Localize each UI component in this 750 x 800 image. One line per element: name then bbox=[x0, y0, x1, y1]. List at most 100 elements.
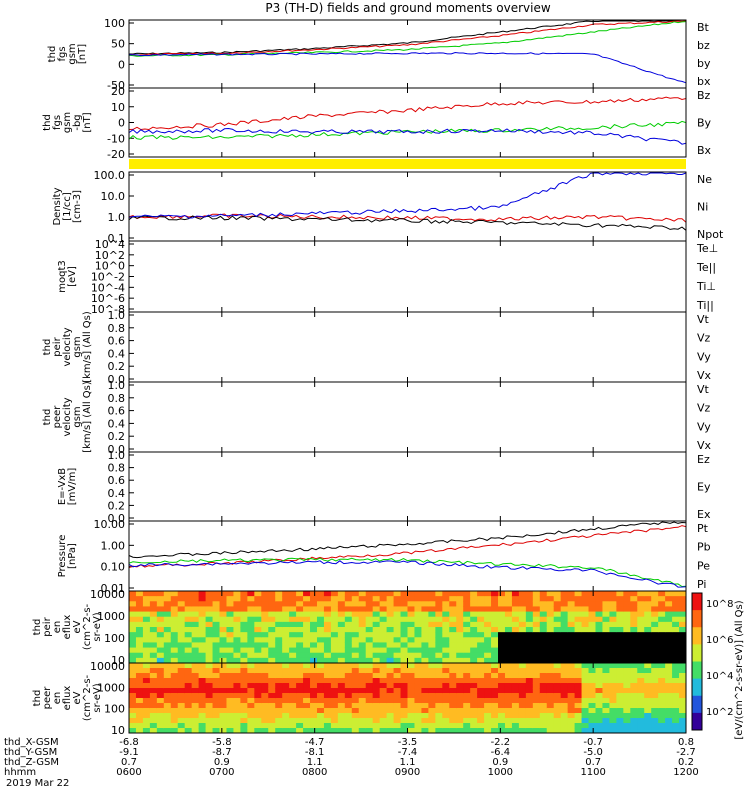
spectrogram-cell bbox=[679, 688, 687, 694]
ephem-value: -2.7 bbox=[676, 747, 696, 758]
spectrogram-cell bbox=[574, 616, 583, 623]
spectrogram-cell bbox=[484, 621, 492, 628]
y-tick-label: 0.2 bbox=[108, 360, 126, 373]
y-tick-label: 20 bbox=[111, 85, 125, 98]
panel-ylabel-line: en bbox=[52, 692, 63, 705]
series-line-Bt bbox=[129, 20, 687, 55]
spectrogram-cell bbox=[630, 723, 638, 729]
spectrogram-cell bbox=[567, 596, 576, 602]
spectrogram-cell bbox=[581, 606, 590, 613]
spectrogram-cell bbox=[672, 637, 680, 643]
spectrogram-cell bbox=[588, 703, 596, 709]
spectrogram-cell bbox=[602, 678, 610, 684]
spectrogram-cell bbox=[588, 708, 596, 714]
y-tick-label: 10^-2 bbox=[91, 271, 125, 284]
spectrogram-cell bbox=[135, 693, 144, 699]
spectrogram-cell bbox=[149, 637, 158, 643]
spectrogram-cell bbox=[233, 698, 241, 704]
spectrogram-cell bbox=[358, 673, 367, 679]
spectrogram-cell bbox=[330, 591, 339, 597]
spectrogram-cell bbox=[226, 688, 234, 694]
spectrogram-cell bbox=[261, 616, 269, 623]
spectrogram-cell bbox=[247, 713, 255, 719]
spectrogram-cell bbox=[567, 606, 576, 613]
spectrogram-cell bbox=[470, 611, 478, 618]
spectrogram-cell bbox=[449, 683, 457, 689]
spectrogram-cell bbox=[129, 616, 137, 623]
spectrogram-cell bbox=[518, 621, 527, 628]
spectrogram-cell bbox=[282, 703, 290, 709]
spectrogram-cell bbox=[470, 632, 478, 638]
spectrogram-cell bbox=[435, 693, 443, 699]
spectrogram-cell bbox=[574, 693, 583, 699]
spectrogram-cell bbox=[303, 718, 311, 724]
spectrogram-cell bbox=[198, 718, 207, 724]
spectrogram-cell bbox=[498, 621, 506, 628]
spectrogram-cell bbox=[658, 601, 666, 607]
spectrogram-cell bbox=[477, 621, 485, 628]
spectrogram-cell bbox=[449, 698, 457, 704]
spectrogram-cell bbox=[679, 591, 687, 597]
spectrogram-cell bbox=[602, 611, 610, 618]
legend-entry: Vy bbox=[697, 420, 711, 433]
spectrogram-cell bbox=[449, 728, 457, 734]
spectrogram-cell bbox=[511, 703, 520, 709]
spectrogram-cell bbox=[630, 652, 638, 659]
spectrogram-cell bbox=[498, 616, 506, 623]
spectrogram-cell bbox=[219, 728, 227, 734]
spectrogram-cell bbox=[637, 678, 645, 684]
spectrogram-cell bbox=[156, 591, 165, 597]
spectrogram-cell bbox=[532, 606, 541, 613]
panel-peer-eflux: thd peer en eflux eV (cm^2-s-sr-eV)1000010001… bbox=[32, 660, 687, 737]
spectrogram-cell bbox=[511, 596, 520, 602]
spectrogram-cell bbox=[658, 718, 666, 724]
spectrogram-cell bbox=[379, 611, 388, 618]
spectrogram-cell bbox=[477, 713, 485, 719]
spectrogram-cell bbox=[198, 652, 207, 659]
spectrogram-cell bbox=[470, 637, 478, 643]
spectrogram-cell bbox=[574, 596, 583, 602]
spectrogram-cell bbox=[330, 673, 339, 679]
spectrogram-cell bbox=[233, 708, 241, 714]
spectrogram-cell bbox=[316, 637, 325, 643]
legend-entry: Ex bbox=[697, 508, 711, 521]
spectrogram-cell bbox=[372, 601, 381, 607]
spectrogram-cell bbox=[484, 616, 492, 623]
spectrogram-cell bbox=[135, 708, 144, 714]
spectrogram-cell bbox=[567, 632, 576, 638]
spectrogram-cell bbox=[233, 663, 241, 669]
spectrogram-cell bbox=[498, 647, 506, 654]
spectrogram-cell bbox=[477, 698, 485, 704]
spectrogram-cell bbox=[456, 693, 464, 699]
spectrogram-cell bbox=[470, 718, 478, 724]
spectrogram-cell bbox=[358, 647, 367, 654]
spectrogram-cell bbox=[484, 713, 492, 719]
spectrogram-cell bbox=[491, 688, 499, 694]
spectrogram-cell bbox=[351, 703, 360, 709]
spectrogram-cell bbox=[365, 621, 374, 628]
spectrogram-cell bbox=[637, 693, 645, 699]
spectrogram-cell bbox=[289, 673, 297, 679]
spectrogram-cell bbox=[163, 611, 172, 618]
spectrogram-cell bbox=[511, 621, 520, 628]
spectrogram-cell bbox=[560, 596, 569, 602]
spectrogram-cell bbox=[539, 596, 548, 602]
spectrogram-cell bbox=[358, 688, 367, 694]
spectrogram-cell bbox=[644, 616, 652, 623]
spectrogram-cell bbox=[623, 703, 631, 709]
spectrogram-cell bbox=[268, 718, 276, 724]
panel-ylabel-line: gsm bbox=[67, 43, 78, 64]
spectrogram-cell bbox=[574, 611, 583, 618]
spectrogram-cell bbox=[310, 637, 318, 643]
spectrogram-cell bbox=[386, 627, 395, 633]
spectrogram-cell bbox=[435, 652, 443, 659]
spectrogram-cell bbox=[386, 673, 395, 679]
spectrogram-cell bbox=[407, 698, 415, 704]
spectrogram-cell bbox=[135, 647, 144, 654]
spectrogram-cell bbox=[289, 637, 297, 643]
spectrogram-cell bbox=[254, 647, 262, 654]
spectrogram-cell bbox=[449, 708, 457, 714]
spectrogram-cell bbox=[268, 647, 276, 654]
spectrogram-cell bbox=[428, 698, 436, 704]
spectrogram-cell bbox=[658, 708, 666, 714]
